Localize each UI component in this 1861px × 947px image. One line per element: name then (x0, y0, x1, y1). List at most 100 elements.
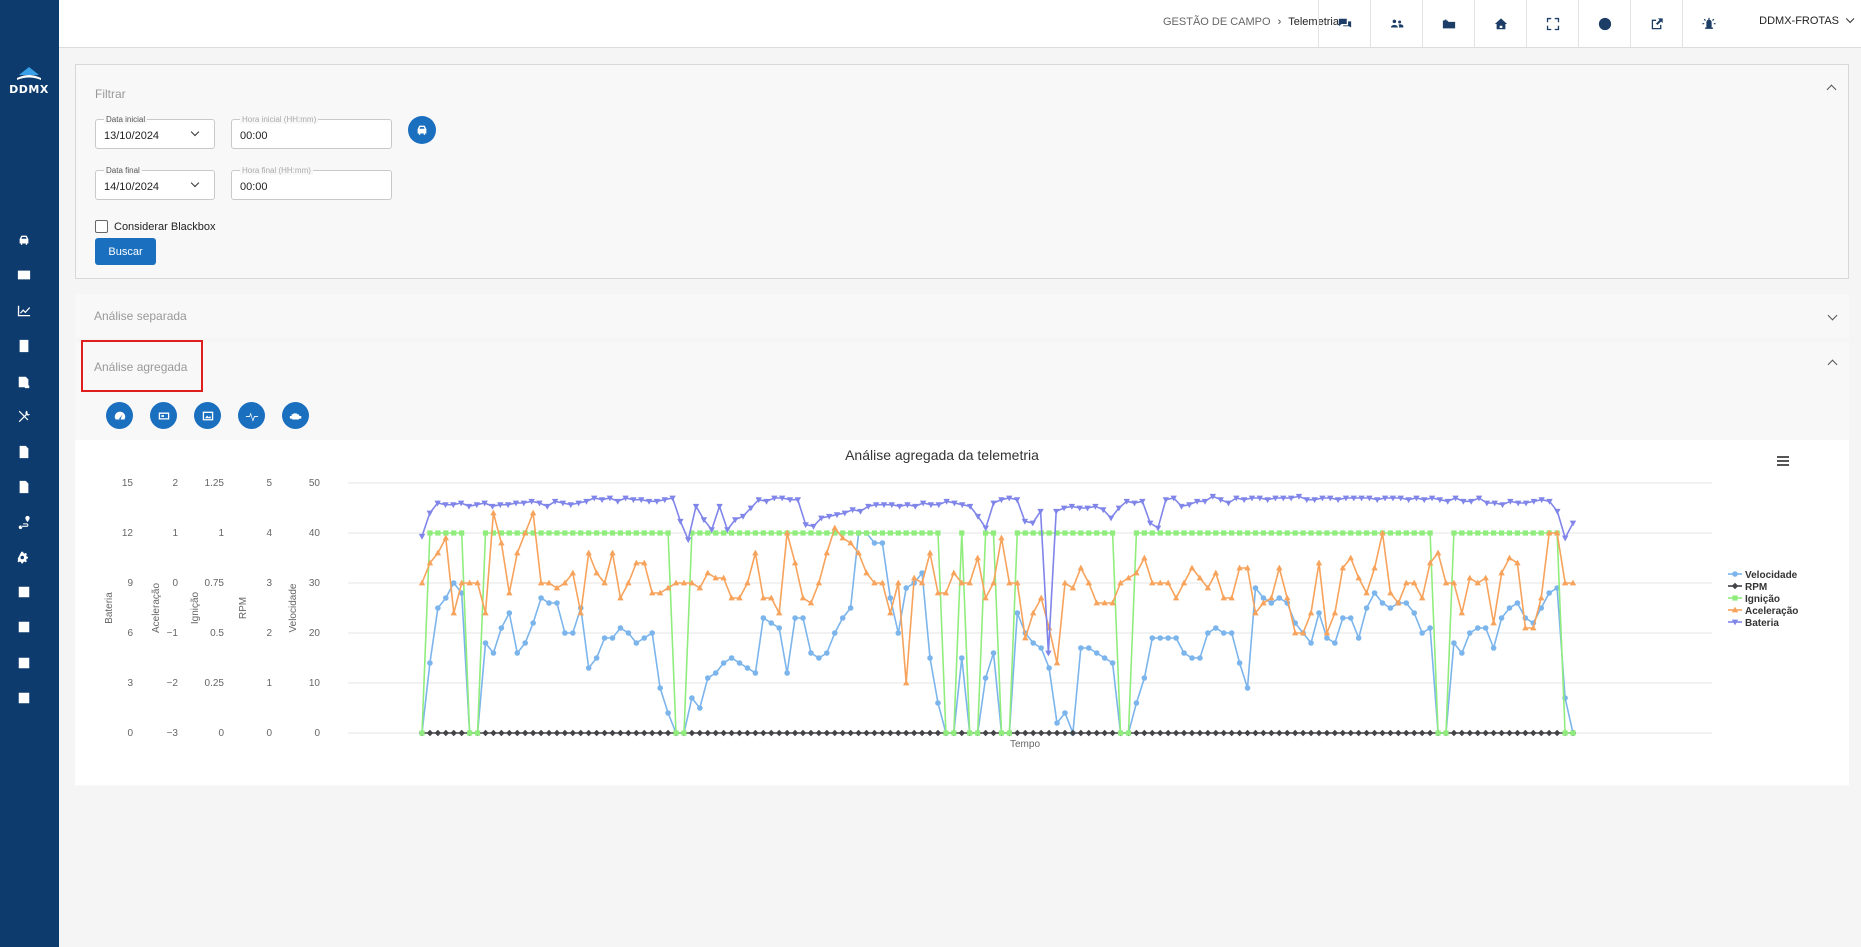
ignicao-point (1403, 530, 1409, 536)
time-start-field[interactable]: Hora inicial (HH:mm) (231, 115, 392, 149)
separate-analysis-panel[interactable]: Análise separada (75, 294, 1849, 338)
chart-tool-pulse-button[interactable] (238, 402, 265, 429)
legend-label-bateria[interactable]: Bateria (1745, 618, 1779, 629)
legend-item-bateria[interactable]: Bateria (1728, 618, 1779, 629)
ddmx-logo[interactable]: DDMX (8, 66, 50, 104)
aceleracao-point (1109, 599, 1116, 606)
aceleracao-point (934, 589, 942, 596)
aceleracao-point (1561, 579, 1569, 586)
date-end-input[interactable] (104, 181, 224, 193)
sidebar-item-7[interactable] (17, 445, 31, 459)
aggregate-collapse-toggle[interactable] (1827, 358, 1837, 368)
aggregate-analysis-title[interactable]: Análise agregada (94, 360, 188, 374)
topbar-chat-button[interactable] (1318, 0, 1370, 47)
chart-tool-engine-button[interactable] (282, 402, 309, 429)
sidebar-item-8[interactable] (17, 480, 31, 494)
user-menu[interactable]: DDMX-FROTAS (1759, 14, 1855, 27)
sidebar-item-6[interactable] (17, 409, 31, 423)
legend-aceleracao-point (1731, 606, 1739, 613)
axis-tick-ignicao: 0.75 (205, 578, 225, 589)
legend-item-aceleracao[interactable]: Aceleração (1728, 606, 1798, 617)
legend-item-rpm[interactable]: RPM (1728, 582, 1767, 593)
aceleracao-point (1363, 589, 1370, 596)
rpm-point (1077, 729, 1085, 737)
date-start-select[interactable]: Data inicial (95, 115, 224, 149)
ignicao-point (840, 530, 846, 536)
search-button[interactable]: Buscar (95, 238, 156, 265)
separate-analysis-title[interactable]: Análise separada (94, 309, 187, 323)
ignicao-point (1054, 530, 1060, 536)
blackbox-checkbox[interactable] (95, 220, 108, 233)
rpm-point (1053, 729, 1061, 737)
logo-mark-icon (17, 67, 41, 80)
telemetry-chart: Análise agregada da telemetria 0 3 6 9 12 15 Ba… (75, 440, 1849, 785)
vehicle-select-button[interactable] (408, 116, 436, 144)
separate-expand-toggle[interactable] (1827, 312, 1837, 322)
topbar-external-link-button[interactable] (1630, 0, 1682, 47)
rpm-point (1403, 729, 1410, 737)
bateria-point (966, 503, 974, 510)
ignicao-point (419, 730, 425, 736)
chart-tool-image-button[interactable] (194, 402, 221, 429)
blackbox-label[interactable]: Considerar Blackbox (114, 221, 216, 233)
date-start-input[interactable] (104, 130, 224, 142)
sidebar-item-14[interactable] (17, 691, 31, 705)
filter-collapse-toggle[interactable] (1826, 83, 1836, 93)
velocidade-point (1506, 605, 1513, 611)
rpm-point (1284, 729, 1291, 737)
aceleracao-point (1157, 579, 1164, 586)
breadcrumb: GESTÃO DE CAMPO › Telemetria (1163, 16, 1339, 28)
time-end-field[interactable]: Hora final (HH:mm) (231, 166, 392, 200)
velocidade-point (816, 655, 822, 661)
chart-tool-card-button[interactable] (150, 402, 177, 429)
sidebar-item-10[interactable] (17, 550, 31, 564)
bateria-point (598, 497, 606, 504)
axis-label-aceleracao: Aceleração (151, 583, 162, 633)
sidebar-item-11[interactable] (17, 585, 31, 599)
legend-label-aceleracao[interactable]: Aceleração (1745, 606, 1798, 617)
bateria-point (1350, 495, 1357, 502)
breadcrumb-parent[interactable]: GESTÃO DE CAMPO (1163, 16, 1271, 28)
chart-menu-icon[interactable] (1777, 456, 1789, 466)
bateria-point (551, 498, 559, 505)
topbar-users-button[interactable] (1370, 0, 1422, 47)
topbar-alarm-button[interactable] (1682, 0, 1734, 47)
chart-tool-speedometer-button[interactable] (106, 402, 133, 429)
legend-label-velocidade[interactable]: Velocidade (1745, 570, 1798, 581)
legend-label-ignicao[interactable]: Ignição (1745, 594, 1780, 605)
time-start-input[interactable] (240, 130, 360, 142)
legend-item-velocidade[interactable]: Velocidade (1728, 570, 1798, 581)
legend-label-rpm[interactable]: RPM (1745, 582, 1767, 593)
sidebar-item-13[interactable] (17, 656, 31, 670)
topbar-home-button[interactable] (1474, 0, 1526, 47)
sidebar-item-12[interactable] (17, 620, 31, 634)
sidebar-item-1[interactable] (17, 233, 31, 247)
axis-tick-velocidade: 10 (309, 678, 321, 689)
velocidade-point (1363, 605, 1370, 611)
sidebar-item-3[interactable] (17, 304, 31, 318)
ignicao-point (760, 530, 766, 536)
aceleracao-point (418, 579, 426, 586)
ignicao-point (586, 530, 592, 536)
velocidade-point (1212, 625, 1219, 631)
sidebar-item-2[interactable] (17, 268, 31, 282)
chart-title: Análise agregada da telemetria (845, 447, 1039, 463)
bateria-point (418, 533, 426, 540)
ignicao-point (871, 530, 878, 536)
sidebar-item-4[interactable] (17, 339, 31, 353)
aceleracao-point (1204, 584, 1212, 591)
date-end-select[interactable]: Data final (95, 166, 224, 200)
velocidade-point (522, 640, 528, 646)
aceleracao-point (950, 569, 958, 576)
aceleracao-point (641, 559, 648, 566)
sidebar-item-9[interactable] (17, 515, 31, 529)
bateria-point (700, 517, 708, 524)
sidebar-item-5[interactable] (17, 375, 31, 389)
time-end-input[interactable] (240, 181, 360, 193)
legend-item-ignicao[interactable]: Ignição (1728, 594, 1780, 605)
topbar-help-button[interactable] (1578, 0, 1630, 47)
topbar-fullscreen-button[interactable] (1526, 0, 1578, 47)
velocidade-point (728, 655, 735, 661)
rpm-point (1022, 729, 1029, 737)
topbar-folder-button[interactable] (1422, 0, 1474, 47)
